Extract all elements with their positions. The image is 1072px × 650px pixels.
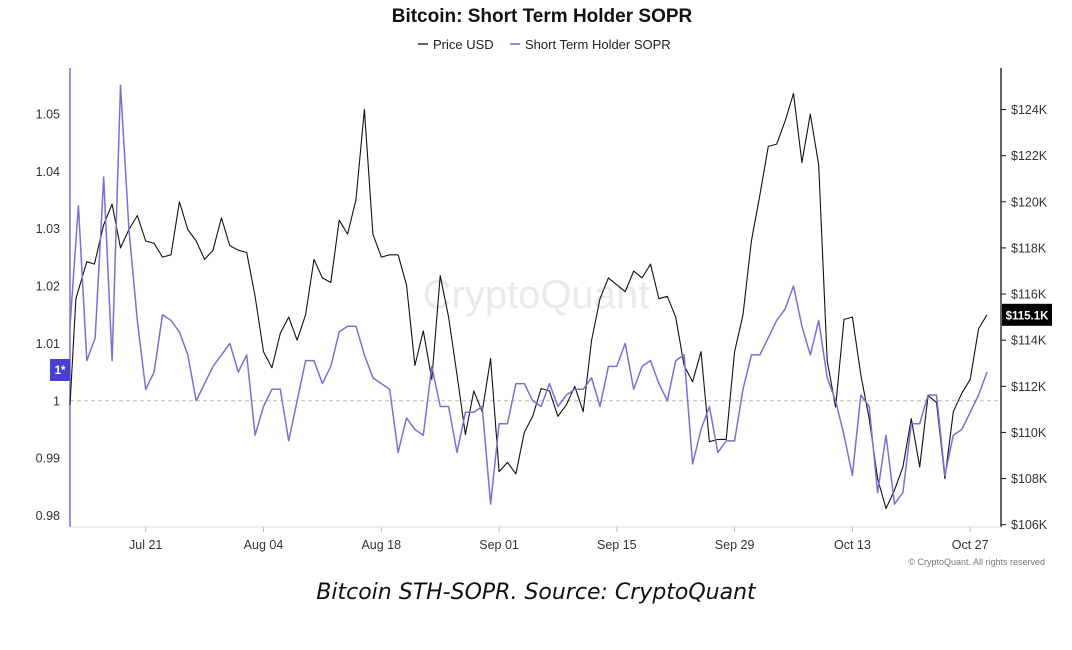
y-left-tick-label: 1.05 [36, 107, 60, 121]
y-left-tick-label: 1.01 [36, 337, 60, 351]
left-marker-badge [50, 359, 70, 381]
y-left-tick-label: 1.02 [36, 280, 60, 294]
axes: Jul 21 Aug 04 Aug 18 Sep 01 Sep 15 Sep 29 Oct … [36, 68, 1048, 552]
watermark: CryptoQuant [423, 273, 650, 317]
x-tick-label: Sep 29 [715, 538, 755, 552]
plot-area [69, 84, 1001, 510]
y-right-tick-label: $108K [1011, 472, 1048, 486]
y-right-tick-label: $120K [1011, 195, 1048, 209]
y-left-tick-label: 0.98 [36, 509, 60, 523]
last-price-badge [1002, 303, 1052, 326]
chart-title: Bitcoin: Short Term Holder SOPR [392, 6, 693, 27]
y-right-tick-label: $106K [1011, 518, 1048, 532]
y-left-tick-label: 0.99 [36, 452, 60, 466]
figure-caption: Bitcoin STH-SOPR. Source: CryptoQuant [316, 580, 756, 605]
legend-price-label[interactable]: Price USD [433, 37, 494, 52]
last-price-label: $115.1K [1006, 310, 1050, 322]
y-left-tick-label: 1 [53, 394, 60, 408]
y-right-tick-label: $114K [1011, 334, 1047, 348]
credit-text: © CryptoQuant. All rights reserved [908, 557, 1045, 567]
legend: Price USD Short Term Holder SOPR [418, 37, 671, 52]
y-right-tick-label: $122K [1011, 149, 1048, 163]
y-right-tick-label: $110K [1011, 426, 1047, 440]
x-tick-label: Sep 15 [597, 538, 637, 552]
y-right-tick-label: $112K [1011, 380, 1047, 394]
y-right-tick-label: $118K [1011, 241, 1047, 255]
y-left-tick-label: 1.03 [36, 222, 60, 236]
y-right-tick-label: $116K [1011, 288, 1047, 302]
x-tick-label: Oct 13 [834, 538, 871, 552]
x-tick-label: Jul 21 [129, 538, 162, 552]
y-right-tick-label: $124K [1011, 103, 1048, 117]
left-marker-label: 1* [55, 365, 66, 377]
axis-badges: 1* $115.1K [50, 303, 1052, 381]
x-tick-label: Sep 01 [479, 538, 519, 552]
x-tick-label: Aug 04 [244, 538, 284, 552]
sth-sopr-line[interactable] [69, 84, 988, 505]
x-tick-label: Oct 27 [952, 538, 989, 552]
chart: Bitcoin: Short Term Holder SOPR Price US… [36, 6, 1052, 567]
y-left-tick-label: 1.04 [36, 165, 60, 179]
price-usd-line[interactable] [69, 92, 988, 510]
legend-sopr-label[interactable]: Short Term Holder SOPR [525, 37, 671, 52]
x-tick-label: Aug 18 [361, 538, 401, 552]
